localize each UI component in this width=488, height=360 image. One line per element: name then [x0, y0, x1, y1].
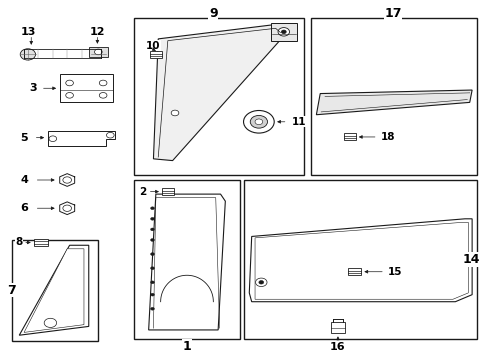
Polygon shape [255, 222, 468, 299]
Text: 3: 3 [29, 83, 37, 93]
Text: 17: 17 [384, 7, 401, 20]
Text: 9: 9 [208, 7, 217, 20]
Text: 18: 18 [380, 132, 395, 142]
Circle shape [171, 110, 179, 116]
Circle shape [150, 228, 154, 231]
Circle shape [20, 49, 36, 60]
Polygon shape [148, 194, 225, 330]
Text: 1: 1 [182, 340, 191, 353]
Bar [89, 48, 108, 57]
Bar [60, 74, 112, 102]
Circle shape [255, 119, 262, 125]
Bar [134, 180, 239, 339]
Circle shape [63, 205, 71, 211]
Circle shape [243, 111, 274, 133]
Circle shape [250, 116, 267, 128]
Text: 14: 14 [462, 253, 479, 266]
Bar [34, 239, 48, 246]
Circle shape [99, 93, 107, 98]
Bar [134, 18, 304, 175]
Bar [270, 23, 297, 41]
Text: 10: 10 [146, 41, 161, 51]
Circle shape [63, 177, 71, 183]
Circle shape [150, 239, 154, 242]
Polygon shape [48, 131, 115, 147]
Bar [244, 180, 476, 339]
Circle shape [150, 281, 154, 284]
Text: 13: 13 [20, 27, 36, 37]
Circle shape [255, 278, 266, 287]
Polygon shape [24, 249, 84, 332]
Bar [330, 322, 345, 333]
Polygon shape [19, 245, 89, 335]
Text: 7: 7 [7, 284, 16, 297]
Polygon shape [316, 90, 471, 115]
Circle shape [281, 30, 285, 33]
Text: 11: 11 [291, 117, 305, 127]
Polygon shape [249, 219, 471, 302]
Text: 2: 2 [139, 186, 146, 197]
Bar [162, 188, 173, 195]
Circle shape [106, 132, 114, 138]
Circle shape [150, 217, 154, 220]
Text: 5: 5 [20, 133, 28, 143]
Bar [347, 268, 361, 275]
Circle shape [65, 80, 73, 86]
Polygon shape [153, 25, 287, 161]
Circle shape [44, 318, 57, 328]
Bar [12, 240, 98, 341]
Circle shape [150, 207, 154, 210]
Circle shape [49, 136, 57, 141]
Circle shape [150, 267, 154, 270]
Circle shape [94, 49, 102, 55]
Bar [343, 134, 355, 140]
Text: 6: 6 [20, 203, 28, 213]
Text: 8: 8 [16, 238, 22, 247]
Text: 12: 12 [89, 27, 105, 37]
Circle shape [150, 307, 154, 310]
Bar [310, 18, 476, 175]
Text: 15: 15 [387, 267, 402, 277]
Circle shape [99, 80, 107, 86]
Circle shape [258, 280, 263, 284]
Text: 16: 16 [329, 342, 345, 351]
Circle shape [150, 253, 154, 256]
Bar [149, 51, 162, 58]
Circle shape [150, 293, 154, 296]
Text: 4: 4 [20, 175, 28, 185]
Circle shape [278, 28, 289, 36]
Circle shape [65, 93, 73, 98]
